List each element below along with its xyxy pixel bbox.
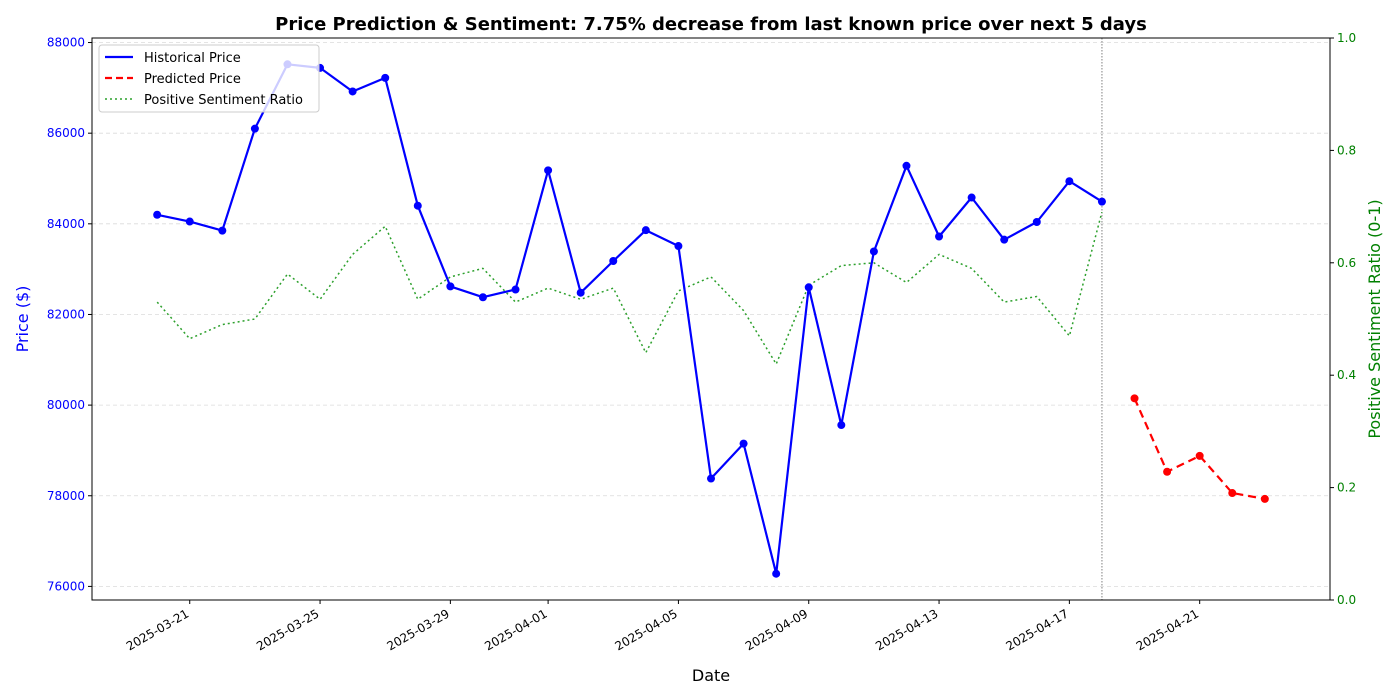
legend-historical-label: Historical Price: [144, 51, 241, 66]
data-point-historical-price: [609, 256, 618, 265]
x-tick-label: 2025-03-29: [384, 606, 451, 653]
y-left-tick-label: 78000: [47, 489, 85, 503]
legend: Historical Price Predicted Price Positiv…: [98, 44, 320, 113]
plot-frame: [91, 37, 1331, 601]
y-left-tick-label: 84000: [47, 217, 85, 231]
series-line-historical-price: [156, 63, 1103, 575]
data-point-predicted-price: [1260, 494, 1269, 503]
y-left-tick-label: 82000: [47, 307, 85, 321]
data-point-historical-price: [641, 226, 650, 235]
y-right-tick-label: 0.4: [1337, 368, 1356, 382]
data-point-historical-price: [1000, 235, 1009, 244]
x-tick-label: 2025-04-01: [482, 606, 549, 653]
data-point-historical-price: [837, 421, 846, 430]
data-point-historical-price: [869, 247, 878, 256]
y-right-tick-label: 1.0: [1337, 31, 1356, 45]
data-point-historical-price: [511, 285, 520, 294]
data-point-historical-price: [902, 161, 911, 170]
data-point-historical-price: [1032, 218, 1041, 227]
data-point-historical-price: [250, 124, 259, 133]
data-point-historical-price: [348, 87, 357, 96]
data-point-historical-price: [218, 226, 227, 235]
data-point-predicted-price: [1195, 451, 1204, 460]
legend-predicted-label: Predicted Price: [144, 72, 241, 87]
data-point-historical-price: [185, 217, 194, 226]
data-point-predicted-price: [1130, 394, 1139, 403]
y-axis-left-label: Price ($): [13, 286, 32, 353]
data-point-historical-price: [935, 232, 944, 241]
y-right-tick-label: 0.6: [1337, 256, 1356, 270]
data-point-predicted-price: [1163, 467, 1172, 476]
data-point-predicted-price: [1228, 489, 1237, 498]
y-axis-right-label: Positive Sentiment Ratio (0-1): [1365, 199, 1384, 438]
data-point-historical-price: [413, 201, 422, 210]
chart-title: Price Prediction & Sentiment: 7.75% decr…: [275, 14, 1147, 35]
data-point-historical-price: [446, 282, 455, 291]
data-point-historical-price: [967, 193, 976, 202]
series-line-predicted-price: [1133, 397, 1265, 500]
data-point-historical-price: [544, 166, 553, 175]
x-tick-label: 2025-04-21: [1134, 606, 1201, 653]
y-right-tick-label: 0.0: [1337, 593, 1356, 607]
data-point-historical-price: [804, 283, 813, 292]
data-point-historical-price: [153, 210, 162, 219]
x-tick-label: 2025-04-09: [743, 606, 810, 653]
y-left-tick-label: 80000: [47, 398, 85, 412]
x-tick-label: 2025-04-17: [1003, 606, 1070, 653]
y-left-tick-label: 76000: [47, 579, 85, 593]
data-point-historical-price: [576, 288, 585, 297]
data-point-historical-price: [739, 439, 748, 448]
data-point-historical-price: [478, 293, 487, 302]
data-point-historical-price: [674, 242, 683, 251]
data-point-historical-price: [1097, 197, 1106, 206]
y-left-tick-label: 86000: [47, 126, 85, 140]
x-tick-label: 2025-03-25: [254, 606, 321, 653]
axes: 76000 78000 80000 82000 84000 86000 88000 0.0 0.…: [47, 31, 1356, 653]
x-axis-label: Date: [692, 666, 730, 685]
legend-box: [98, 44, 320, 113]
data-point-historical-price: [381, 73, 390, 82]
x-tick-label: 2025-04-05: [613, 606, 680, 653]
y-left-tick-label: 88000: [47, 36, 85, 50]
y-right-tick-label: 0.2: [1337, 481, 1356, 495]
y-right-tick-label: 0.8: [1337, 143, 1356, 157]
grid-lines: [92, 42, 1330, 587]
x-tick-label: 2025-03-21: [124, 606, 191, 653]
data-point-historical-price: [1065, 177, 1074, 186]
legend-sentiment-label: Positive Sentiment Ratio: [144, 93, 303, 108]
x-tick-label: 2025-04-13: [873, 606, 940, 653]
series-line-positive-sentiment-ratio: [156, 212, 1103, 365]
data-point-historical-price: [707, 474, 715, 483]
data-point-historical-price: [772, 569, 781, 578]
